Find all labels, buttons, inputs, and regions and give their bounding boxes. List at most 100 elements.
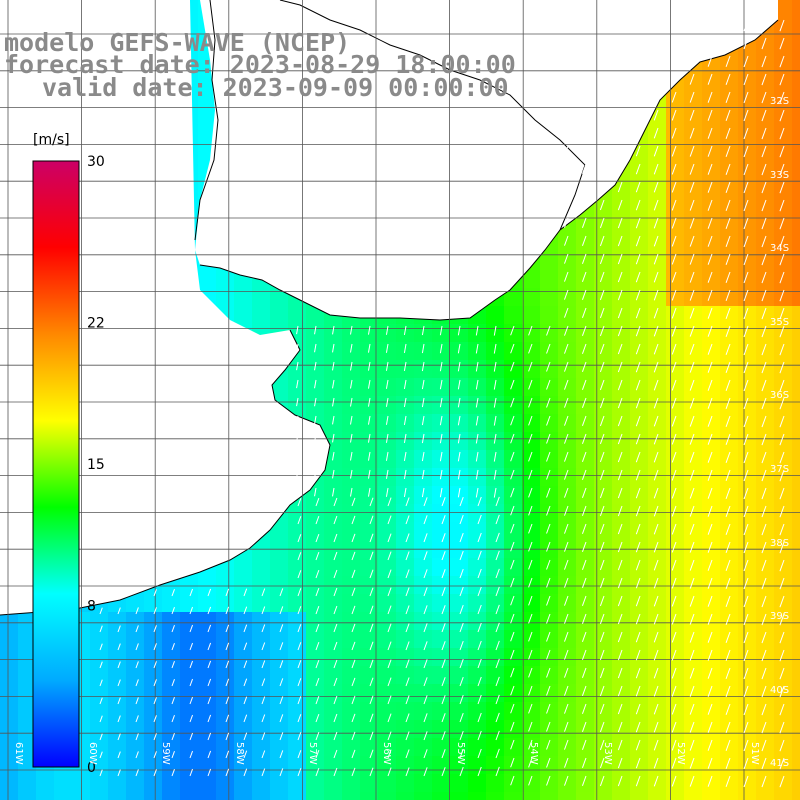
wind-arrow xyxy=(617,685,623,697)
wind-arrow xyxy=(459,532,464,543)
wind-arrow xyxy=(653,415,659,427)
wind-arrow xyxy=(779,37,785,50)
wind-arrow xyxy=(315,677,320,687)
lon-label: 51W xyxy=(749,742,760,765)
wind-arrow xyxy=(581,397,587,408)
speed-cell xyxy=(756,54,774,72)
speed-cell xyxy=(414,558,432,576)
wind-arrow xyxy=(207,678,212,687)
wind-arrow xyxy=(599,91,605,103)
speed-cell xyxy=(432,594,450,612)
speed-cell xyxy=(684,180,702,198)
wind-arrow xyxy=(707,325,713,337)
speed-cell xyxy=(774,306,792,324)
wind-arrow xyxy=(403,325,407,335)
wind-arrow xyxy=(671,757,677,769)
speed-cell xyxy=(468,702,486,720)
wind-arrow xyxy=(707,649,713,661)
speed-cell xyxy=(774,72,792,90)
speed-cell xyxy=(666,90,684,108)
wind-arrow xyxy=(315,587,320,597)
wind-arrow xyxy=(405,569,410,579)
wind-arrow xyxy=(635,667,641,679)
speed-cell xyxy=(738,216,756,234)
speed-cell xyxy=(666,144,684,162)
wind-arrow xyxy=(599,757,605,769)
speed-cell xyxy=(684,126,702,144)
model-title: modelo GEFS-WAVE (NCEP) xyxy=(4,28,351,57)
speed-cell xyxy=(648,522,666,540)
speed-cell xyxy=(234,756,252,774)
speed-cell xyxy=(738,468,756,486)
forecast-date: forecast date: 2023-08-29 18:00:00 xyxy=(4,50,516,79)
speed-cell xyxy=(270,756,288,774)
wind-arrow xyxy=(581,55,587,66)
wind-arrow xyxy=(779,343,785,356)
speed-cell xyxy=(522,468,540,486)
speed-cell xyxy=(630,234,648,252)
wind-arrow xyxy=(495,748,500,759)
wind-arrow xyxy=(671,631,677,643)
wind-arrow xyxy=(581,235,587,246)
wind-arrow xyxy=(743,451,749,464)
speed-cell xyxy=(558,306,576,324)
speed-cell xyxy=(630,396,648,414)
wind-arrow xyxy=(528,379,533,390)
wind-arrow xyxy=(369,713,374,723)
speed-cell xyxy=(576,252,594,270)
speed-cell xyxy=(504,594,522,612)
speed-cell xyxy=(792,486,800,504)
wind-arrow xyxy=(689,667,695,679)
wind-arrow xyxy=(581,559,587,570)
wind-arrow xyxy=(671,433,677,445)
wind-arrow xyxy=(457,487,461,498)
wind-arrow xyxy=(546,433,551,444)
wind-arrow xyxy=(510,325,515,336)
wind-arrow xyxy=(423,731,428,741)
wind-arrow xyxy=(564,397,569,408)
wind-arrow xyxy=(546,361,551,372)
wind-arrow xyxy=(725,649,731,661)
speed-cell xyxy=(702,522,720,540)
speed-cell xyxy=(126,738,144,756)
wind-arrow xyxy=(653,145,659,157)
wind-arrow xyxy=(279,696,284,705)
speed-cell xyxy=(594,486,612,504)
wind-arrow xyxy=(351,497,356,507)
speed-cell xyxy=(540,792,558,800)
wind-arrow xyxy=(599,451,605,463)
speed-cell xyxy=(792,666,800,684)
wind-arrow xyxy=(261,588,266,597)
wind-arrow xyxy=(421,379,425,390)
wind-arrow xyxy=(635,55,641,67)
speed-cell xyxy=(774,792,792,800)
wind-arrow xyxy=(261,642,266,651)
colorbar-tick-label: 8 xyxy=(87,598,96,614)
speed-cell xyxy=(774,180,792,198)
wind-arrow xyxy=(495,640,500,651)
wind-arrow xyxy=(617,523,623,535)
speed-cell xyxy=(36,792,54,800)
speed-cell xyxy=(504,630,522,648)
speed-cell xyxy=(630,468,648,486)
speed-cell xyxy=(270,702,288,720)
speed-cell xyxy=(468,666,486,684)
speed-cell xyxy=(720,702,738,720)
speed-cell xyxy=(666,234,684,252)
wind-arrow xyxy=(779,379,785,392)
speed-cell xyxy=(0,648,18,666)
wind-arrow xyxy=(653,505,659,517)
wind-arrow xyxy=(635,487,641,499)
speed-cell xyxy=(666,666,684,684)
lat-label: 39S xyxy=(770,611,790,623)
wind-arrow xyxy=(707,181,713,193)
wind-arrow xyxy=(707,55,713,67)
speed-cell xyxy=(540,558,558,576)
wind-arrow xyxy=(351,533,356,543)
wind-arrow xyxy=(761,217,767,230)
wind-arrow xyxy=(725,325,731,337)
wind-arrow xyxy=(459,496,464,507)
wind-arrow xyxy=(564,685,569,696)
speed-cell xyxy=(702,486,720,504)
